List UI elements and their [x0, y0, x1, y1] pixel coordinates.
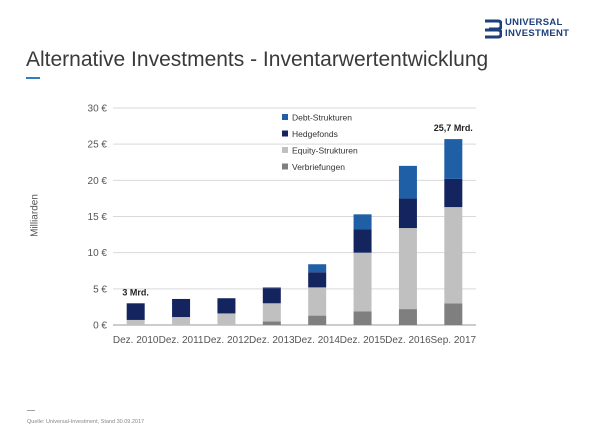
bar-segment	[353, 252, 372, 312]
bar-segment	[398, 198, 417, 229]
legend-swatch	[282, 114, 288, 120]
bar-segment	[398, 309, 417, 325]
x-tick-label: Dez. 2012	[204, 335, 250, 346]
bar-segment	[262, 287, 281, 289]
bar-segment	[353, 229, 372, 253]
y-tick-label: 10 €	[88, 248, 108, 259]
legend-swatch	[282, 163, 288, 170]
legend-label: Hedgefonds	[292, 129, 338, 139]
bar-segment	[353, 214, 372, 230]
legend-label: Verbriefungen	[292, 162, 345, 172]
bar-segment	[262, 303, 281, 322]
bar-segment	[308, 287, 327, 316]
logo-text: UNIVERSAL INVESTMENT	[505, 17, 570, 39]
bar-segment	[172, 317, 191, 325]
bar-segment	[444, 178, 463, 208]
bar-segment	[444, 207, 463, 304]
bar-segment	[126, 303, 145, 320]
logo-mark-icon	[485, 19, 502, 39]
bar-segment	[444, 303, 463, 325]
y-tick-label: 5 €	[93, 284, 107, 295]
y-tick-label: 25 €	[88, 140, 108, 151]
x-tick-label: Dez. 2015	[340, 335, 386, 346]
legend-label: Equity-Strukturen	[292, 146, 358, 156]
x-tick-label: Dez. 2016	[385, 335, 431, 346]
universal-investment-logo: UNIVERSAL INVESTMENT	[484, 17, 584, 44]
bar-segment	[262, 321, 281, 325]
legend-swatch	[282, 147, 288, 153]
bar-segment	[353, 311, 372, 325]
total-annotation: 25,7 Mrd.	[434, 123, 473, 133]
source-note: Quelle: Universal-Investment, Stand 30.0…	[27, 419, 145, 425]
x-tick-label: Sep. 2017	[431, 335, 477, 346]
logo-text-line1: UNIVERSAL	[505, 17, 563, 28]
bar-segment	[308, 272, 327, 288]
bar-segment	[308, 264, 327, 273]
x-tick-label: Dez. 2011	[159, 335, 204, 346]
bar-segment	[217, 313, 236, 325]
bar-segment	[398, 228, 417, 310]
bar-segment	[262, 288, 281, 304]
bar-segment	[308, 315, 327, 325]
y-tick-label: 15 €	[88, 212, 108, 223]
footer-rule	[27, 410, 35, 411]
x-tick-label: Dez. 2010	[113, 335, 159, 346]
title-underline	[26, 77, 40, 79]
x-tick-label: Dez. 2014	[294, 335, 340, 346]
page-title: Alternative Investments - Inventarwerten…	[26, 48, 489, 71]
bar-segment	[217, 298, 236, 314]
bar-segment	[398, 165, 417, 199]
bar-segment	[172, 298, 191, 318]
y-tick-label: 30 €	[88, 104, 108, 115]
total-annotation: 3 Mrd.	[122, 287, 149, 297]
legend-label: Debt-Strukturen	[292, 113, 352, 123]
bar-segment	[126, 319, 145, 325]
x-tick-label: Dez. 2013	[249, 335, 295, 346]
y-tick-label: 20 €	[88, 176, 108, 187]
y-tick-label: 0 €	[93, 321, 107, 332]
logo-text-line2: INVESTMENT	[505, 27, 570, 39]
bar-segment	[444, 139, 463, 179]
legend-swatch	[282, 130, 288, 137]
